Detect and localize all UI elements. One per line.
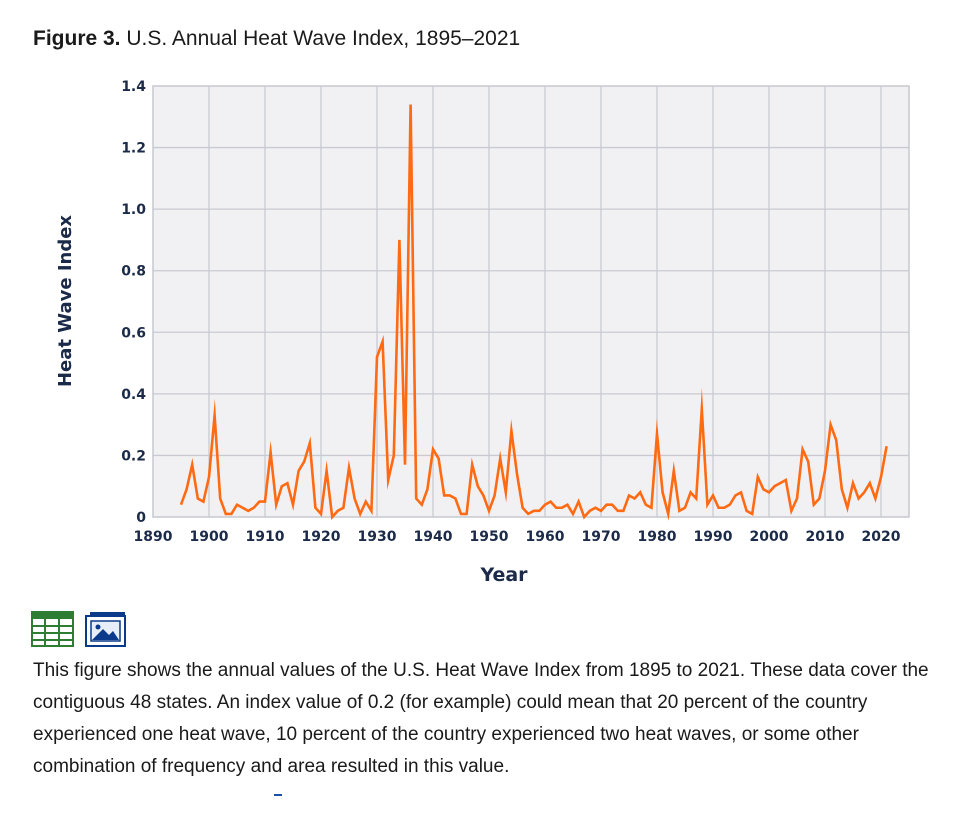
- image-download-icon[interactable]: [84, 611, 127, 647]
- x-tick-label: 2010: [806, 529, 845, 545]
- y-tick-label: 0: [136, 510, 146, 526]
- x-tick-label: 1950: [470, 529, 509, 545]
- y-tick-label: 0.4: [121, 387, 146, 403]
- x-tick-label: 1940: [414, 529, 453, 545]
- plot-area: [153, 86, 909, 517]
- x-axis-ticks: 1890 1900 1910 1920 1930 1940 1950 1960 1970 1980…: [134, 529, 901, 545]
- y-tick-label: 0.8: [121, 264, 146, 280]
- heat-wave-chart: 00.20.40.60.81.01.21.4 1890 1900 1910 1920 1…: [55, 79, 910, 586]
- gridlines: [153, 86, 909, 517]
- y-tick-label: 1.4: [121, 79, 146, 95]
- x-tick-label: 1910: [246, 529, 285, 545]
- x-tick-label: 2000: [750, 529, 789, 545]
- x-axis-title: Year: [479, 564, 528, 586]
- plot-frame: [152, 85, 910, 518]
- spreadsheet-data-icon[interactable]: [31, 611, 74, 647]
- x-tick-label: 1890: [134, 529, 173, 545]
- y-axis-ticks: 0 0.2 0.4 0.6 0.8 1.0 1.2 1.4: [121, 79, 146, 526]
- x-tick-label: 2020: [862, 529, 901, 545]
- link-stub[interactable]: [274, 794, 282, 796]
- x-tick-label: 1990: [694, 529, 733, 545]
- figure-title-text: U.S. Annual Heat Wave Index, 1895–2021: [126, 27, 521, 50]
- figure-title: Figure 3. U.S. Annual Heat Wave Index, 1…: [33, 27, 520, 51]
- y-tick-label: 1.2: [121, 141, 146, 157]
- figure-label: Figure 3.: [33, 27, 121, 50]
- x-tick-label: 1920: [302, 529, 341, 545]
- y-tick-label: 1.0: [121, 202, 146, 218]
- x-tick-label: 1960: [526, 529, 565, 545]
- figure-caption: This figure shows the annual values of t…: [33, 660, 929, 777]
- x-tick-label: 1900: [190, 529, 229, 545]
- y-tick-label: 0.2: [121, 448, 146, 464]
- y-axis-title: Heat Wave Index: [55, 215, 76, 387]
- figure-toolbar: [31, 611, 127, 647]
- x-tick-label: 1980: [638, 529, 677, 545]
- x-tick-label: 1930: [358, 529, 397, 545]
- x-tick-label: 1970: [582, 529, 621, 545]
- y-tick-label: 0.6: [121, 325, 146, 341]
- heat-wave-index-line: [179, 104, 888, 521]
